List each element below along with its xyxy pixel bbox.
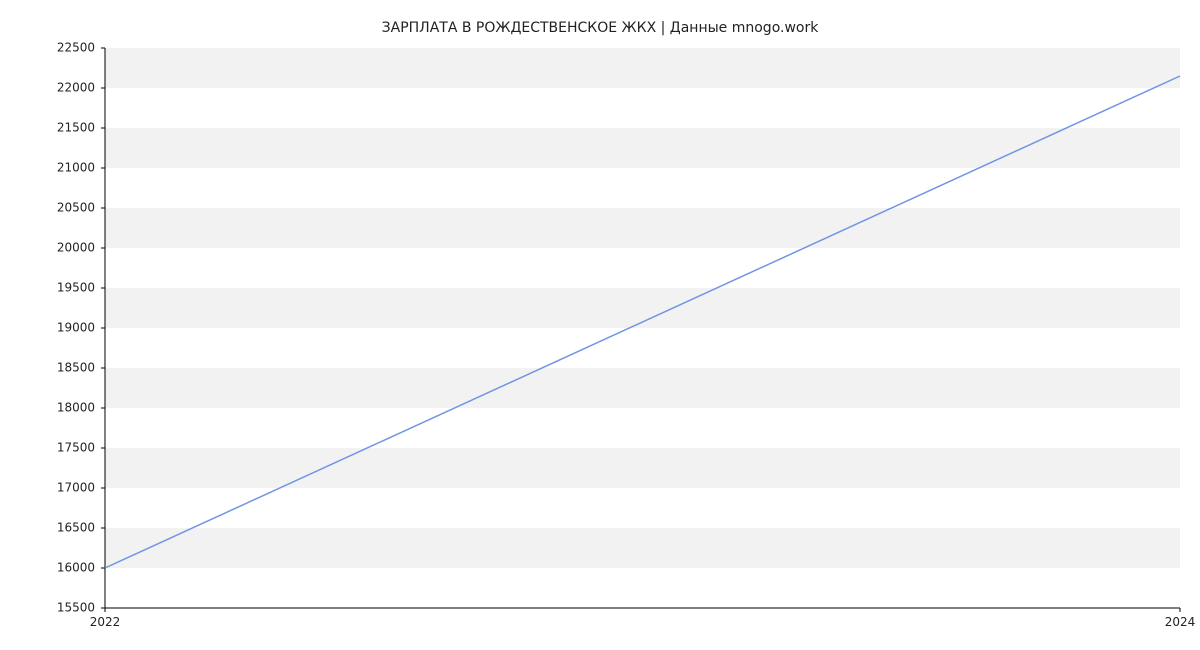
- y-tick-label: 19500: [57, 281, 95, 295]
- y-tick-label: 21500: [57, 121, 95, 135]
- y-tick-label: 20000: [57, 241, 95, 255]
- y-tick-label: 18500: [57, 361, 95, 375]
- y-tick-label: 15500: [57, 601, 95, 615]
- y-tick-label: 18000: [57, 401, 95, 415]
- y-tick-label: 20500: [57, 201, 95, 215]
- y-tick-label: 22000: [57, 81, 95, 95]
- y-tick-label: 22500: [57, 41, 95, 55]
- y-tick-label: 17000: [57, 481, 95, 495]
- y-tick-label: 19000: [57, 321, 95, 335]
- y-tick-label: 21000: [57, 161, 95, 175]
- line-chart: 15500 16000 16500 17000 17500 18000 18500 19000…: [0, 0, 1200, 650]
- x-tick-label: 2022: [90, 615, 121, 629]
- y-tick-label: 17500: [57, 441, 95, 455]
- x-tick-label: 2024: [1165, 615, 1196, 629]
- chart-container: ЗАРПЛАТА В РОЖДЕСТВЕНСКОЕ ЖКХ | Данные m…: [0, 0, 1200, 650]
- chart-title: ЗАРПЛАТА В РОЖДЕСТВЕНСКОЕ ЖКХ | Данные m…: [0, 20, 1200, 36]
- y-tick-label: 16500: [57, 521, 95, 535]
- y-tick-label: 16000: [57, 561, 95, 575]
